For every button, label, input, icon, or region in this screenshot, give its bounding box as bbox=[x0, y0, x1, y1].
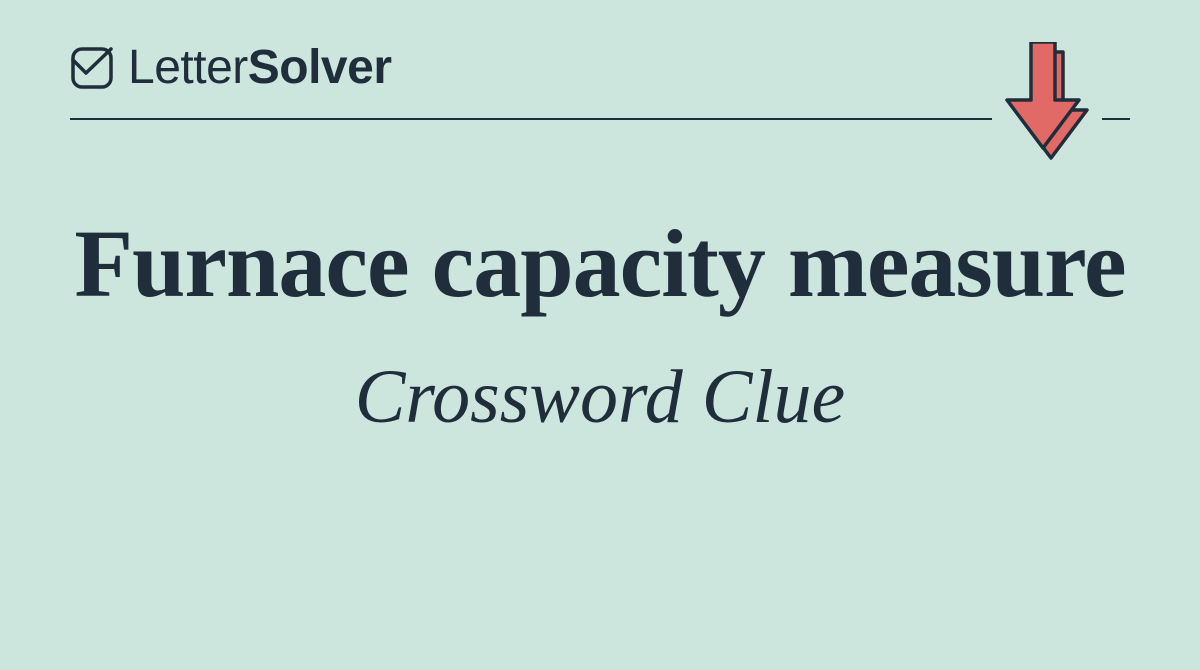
down-arrow-badge bbox=[992, 36, 1102, 176]
brand-logo: LetterSolver bbox=[70, 40, 392, 95]
header-divider bbox=[70, 118, 1130, 120]
down-arrow-icon bbox=[1001, 42, 1093, 170]
logo-mark-icon bbox=[70, 46, 114, 90]
brand-name: LetterSolver bbox=[128, 40, 392, 95]
clue-subtitle: Crossword Clue bbox=[0, 354, 1200, 441]
brand-name-bold: Solver bbox=[248, 41, 392, 94]
clue-title: Furnace capacity measure bbox=[0, 210, 1200, 318]
brand-name-light: Letter bbox=[128, 41, 248, 94]
header: LetterSolver bbox=[70, 40, 1130, 95]
main-content: Furnace capacity measure Crossword Clue bbox=[0, 210, 1200, 441]
